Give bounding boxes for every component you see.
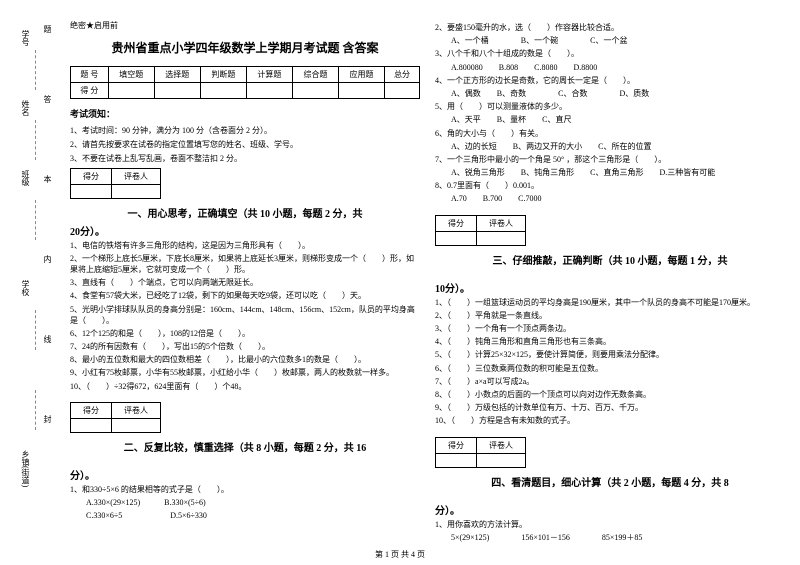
question: 6、12个125的和是（ ），108的12倍是（ ）。 — [70, 328, 420, 339]
question: 4、食堂有57袋大米，已经吃了12袋，剩下的如果每天吃9袋，还可以吃（ ）天。 — [70, 290, 420, 301]
reviewer-cell: 评卷人 — [112, 402, 161, 418]
right-column: 2、要盛150毫升的水，选（ ）作容器比较合适。 A、一个桶 B、一个碗 C、一… — [435, 20, 785, 555]
reviewer-cell: 评卷人 — [477, 215, 526, 231]
margin-char: 封 — [42, 415, 53, 423]
reviewer-cell: 评卷人 — [112, 168, 161, 184]
margin-char: 答 — [42, 95, 53, 103]
question: 7、24的所有因数有（ ），写出15的5个倍数（ ）。 — [70, 341, 420, 352]
question: 8、0.7里面有（ ）0.001。 — [435, 180, 785, 191]
notice-item: 3、不要在试卷上乱写乱画，卷面不整洁扣 2 分。 — [70, 153, 420, 164]
header-cell: 选择题 — [154, 67, 200, 83]
margin-label-xuehao: 学号 — [20, 30, 31, 46]
question: 7、一个三角形中最小的一个角是 50° ，那这个三角形是（ ）。 — [435, 154, 785, 165]
question: 5、（ ）计算25×32×125，要使计算简便，则要用乘法分配律。 — [435, 349, 785, 360]
question: 3、（ ）一个角有一个顶点两条边。 — [435, 323, 785, 334]
question-option: A、天平 B、量杯 C、直尺 — [435, 114, 785, 125]
question: 9、小红有75枚邮票，小华有55枚邮票，小红给小华（ ）枚邮票，两人的枚数就一样… — [70, 367, 420, 378]
header-cell: 总分 — [385, 67, 420, 83]
header-cell: 计算题 — [246, 67, 292, 83]
question: 10、（ ）方程是含有未知数的式子。 — [435, 415, 785, 426]
notice-item: 2、请首先按要求在试卷的指定位置填写您的姓名、班级、学号。 — [70, 139, 420, 150]
question: 4、（ ）钝角三角形和直角三角形也有三条高。 — [435, 336, 785, 347]
header-cell: 综合题 — [292, 67, 338, 83]
page-footer: 第 1 页 共 4 页 — [375, 549, 425, 560]
question: 1、电信的铁塔有许多三角形的结构，这是因为三角形具有（ ）。 — [70, 240, 420, 251]
question: 10、（ ）÷32得672，624里面有（ ）个48。 — [70, 381, 420, 392]
question: 8、最小的五位数和最大的四位数相差（ ），比最小的六位数多1的数是（ ）。 — [70, 354, 420, 365]
margin-char: 本 — [42, 175, 53, 183]
question: 6、（ ）三位数乘两位数的积可能是五位数。 — [435, 363, 785, 374]
question: 5、光明小学排球队队员的身高分别是：160cm、144cm、148cm、156c… — [70, 304, 420, 326]
question: 1、用你喜欢的方法计算。 — [435, 519, 785, 530]
question: 3、八个千和八个十组成的数是（ ）。 — [435, 48, 785, 59]
score-cell: 得分 — [71, 402, 112, 418]
question: 4、一个正方形的边长是奇数，它的周长一定是（ ）。 — [435, 75, 785, 86]
question-option: C.330×6÷5 D.5×6÷330 — [70, 510, 420, 521]
margin-label-xuexiao: 学校 — [20, 280, 31, 296]
question-option: A、边的长短 B、两边又开的大小 C、所在的位置 — [435, 141, 785, 152]
header-cell: 判断题 — [200, 67, 246, 83]
notice-heading: 考试须知： — [70, 107, 420, 120]
question: 1、和330÷5×6 的结果相等的式子是（ ）。 — [70, 484, 420, 495]
margin-line — [35, 200, 36, 240]
margin-label-xiangzhen: 乡镇(街道) — [20, 450, 31, 487]
marker-box: 得分评卷人 — [70, 168, 161, 199]
section4-title: 四、看清题目，细心计算（共 2 小题，每题 4 分，共 8 — [435, 474, 785, 489]
margin-char: 题 — [42, 25, 53, 33]
table-row: 得 分 — [71, 83, 420, 99]
header-cell: 填空题 — [108, 67, 154, 83]
exam-title: 贵州省重点小学四年级数学上学期月考试题 含答案 — [70, 39, 420, 56]
section3-points: 10分）。 — [435, 280, 785, 295]
question: 2、一个梯形上底长5厘米，下底长8厘米，如果将上底延长3厘米，则梯形变成一个（ … — [70, 253, 420, 275]
score-summary-table: 题 号 填空题 选择题 判断题 计算题 综合题 应用题 总分 得 分 — [70, 66, 420, 99]
margin-char: 线 — [42, 335, 53, 343]
score-cell: 得分 — [71, 168, 112, 184]
margin-line — [35, 50, 36, 90]
question: 2、（ ）平角就是一条直线。 — [435, 310, 785, 321]
notice-item: 1、考试时间：90 分钟，满分为 100 分（含卷面分 2 分）。 — [70, 125, 420, 136]
question: 6、角的大小与（ ）有关。 — [435, 128, 785, 139]
section2-title: 二、反复比较，慎重选择（共 8 小题，每题 2 分，共 16 — [70, 439, 420, 454]
question-option: A、一个桶 B、一个碗 C、一个盆 — [435, 35, 785, 46]
question: 7、（ ）a×a可以写成2a。 — [435, 376, 785, 387]
left-column: 绝密★启用前 贵州省重点小学四年级数学上学期月考试题 含答案 题 号 填空题 选… — [70, 20, 420, 555]
question: 1、（ ）一组篮球运动员的平均身高是190厘米，其中一个队员的身高不可能是170… — [435, 297, 785, 308]
question: 2、要盛150毫升的水，选（ ）作容器比较合适。 — [435, 22, 785, 33]
question-calc: 5×(29×125) 156×101－156 85×199＋85 — [435, 532, 785, 543]
score-label: 得 分 — [71, 83, 109, 99]
question: 3、直线有（ ）个端点，它可以向两端无限延长。 — [70, 277, 420, 288]
header-cell: 题 号 — [71, 67, 109, 83]
section4-points: 分）。 — [435, 502, 785, 517]
margin-char: 内 — [42, 255, 53, 263]
reviewer-cell: 评卷人 — [477, 437, 526, 453]
marker-box: 得分评卷人 — [435, 215, 526, 246]
question: 9、（ ）万级包括的计数单位有万、十万、百万、千万。 — [435, 402, 785, 413]
question: 5、用（ ）可以测量液体的多少。 — [435, 101, 785, 112]
section2-points: 分）。 — [70, 467, 420, 482]
question-option: A.70 B.700 C.7000 — [435, 193, 785, 204]
margin-line — [35, 310, 36, 350]
table-row: 题 号 填空题 选择题 判断题 计算题 综合题 应用题 总分 — [71, 67, 420, 83]
question: 8、（ ）小数点的后面的一个顶点可以向对边作无数条高。 — [435, 389, 785, 400]
section3-title: 三、仔细推敲，正确判断（共 10 小题，每题 1 分，共 — [435, 252, 785, 267]
confidential-label: 绝密★启用前 — [70, 20, 420, 31]
question-option: A.330×(29×125) B.330×(5÷6) — [70, 497, 420, 508]
marker-box: 得分评卷人 — [70, 402, 161, 433]
question-option: A、偶数 B、奇数 C、合数 D、质数 — [435, 88, 785, 99]
section1-title: 一、用心思考，正确填空（共 10 小题，每题 2 分，共 — [70, 205, 420, 220]
margin-line — [35, 120, 36, 160]
question-option: A、锐角三角形 B、钝角三角形 C、直角三角形 D.三种皆有可能 — [435, 167, 785, 178]
score-cell: 得分 — [436, 215, 477, 231]
marker-box: 得分评卷人 — [435, 437, 526, 468]
header-cell: 应用题 — [339, 67, 385, 83]
question-option: A.800080 B.808 C.8080 D.8800 — [435, 62, 785, 73]
margin-line — [35, 390, 36, 430]
margin-label-xingming: 姓名 — [20, 100, 31, 116]
margin-label-banji: 班级 — [20, 170, 31, 186]
main-content: 绝密★启用前 贵州省重点小学四年级数学上学期月考试题 含答案 题 号 填空题 选… — [60, 0, 800, 565]
section1-points: 20分）。 — [70, 223, 420, 238]
score-cell: 得分 — [436, 437, 477, 453]
binding-margin: 学号 姓名 班级 学校 乡镇(街道) 题 答 本 内 线 封 — [0, 0, 60, 565]
